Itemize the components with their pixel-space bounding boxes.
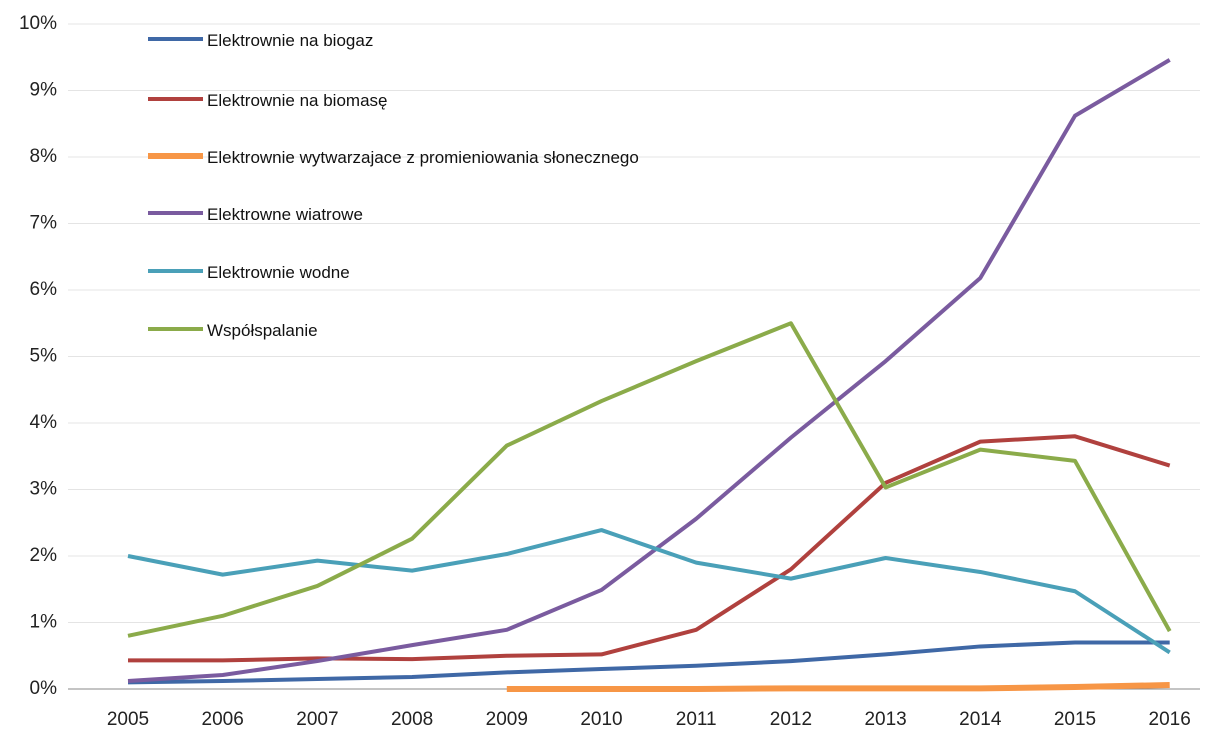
x-tick-label: 2010 (580, 709, 622, 730)
series-line (127, 640, 1170, 685)
y-tick-label: 0% (30, 678, 58, 699)
y-tick-label: 10% (19, 13, 57, 34)
x-tick-label: 2006 (202, 709, 244, 730)
x-tick-label: 2011 (676, 709, 717, 730)
legend-swatch (148, 269, 203, 273)
x-tick-label: 2009 (486, 709, 528, 730)
series-line (127, 321, 1172, 638)
legend-swatch (148, 153, 203, 159)
y-tick-label: 1% (30, 612, 58, 633)
legend-item: Współspalanie (148, 318, 647, 343)
legend-label: Elektrowne wiatrowe (207, 205, 363, 224)
x-tick-label: 2016 (1149, 709, 1191, 730)
y-tick-label: 8% (30, 146, 58, 167)
x-tick-label: 2013 (864, 709, 906, 730)
legend-swatch (148, 327, 203, 331)
series-line (128, 434, 1171, 663)
x-tick-label: 2007 (296, 709, 338, 730)
y-tick-label: 3% (30, 479, 58, 500)
series-line (506, 682, 1170, 692)
legend-label: Elektrownie na biogaz (207, 31, 374, 50)
y-tick-label: 6% (30, 279, 58, 300)
x-tick-label: 2008 (391, 709, 433, 730)
y-tick-label: 7% (30, 213, 58, 234)
y-tick-label: 2% (30, 545, 58, 566)
legend-label: Elektrownie wodne (207, 263, 350, 282)
legend-label: Elektrownie wytwarzajace z promieniowani… (207, 148, 639, 167)
legend-item: Elektrownie wodne (148, 260, 647, 285)
series-line (127, 528, 1171, 655)
legend-label: Współspalanie (207, 321, 318, 340)
legend-swatch (148, 211, 203, 215)
legend-item: Elektrownie wytwarzajace z promieniowani… (148, 145, 647, 170)
y-tick-label: 5% (30, 346, 58, 367)
legend-item: Elektrownie na biomasę (148, 88, 647, 113)
legend-swatch (148, 97, 203, 101)
x-tick-label: 2012 (770, 709, 812, 730)
x-tick-label: 2015 (1054, 709, 1096, 730)
x-tick-label: 2014 (959, 709, 1002, 730)
legend-item: Elektrownie na biogaz (148, 28, 647, 53)
legend-item: Elektrowne wiatrowe (148, 202, 647, 227)
series-line (127, 58, 1171, 684)
y-tick-label: 9% (30, 80, 58, 101)
x-tick-label: 2005 (107, 709, 149, 730)
y-tick-label: 4% (30, 412, 58, 433)
legend-swatch (148, 37, 203, 41)
legend-label: Elektrownie na biomasę (207, 91, 388, 110)
